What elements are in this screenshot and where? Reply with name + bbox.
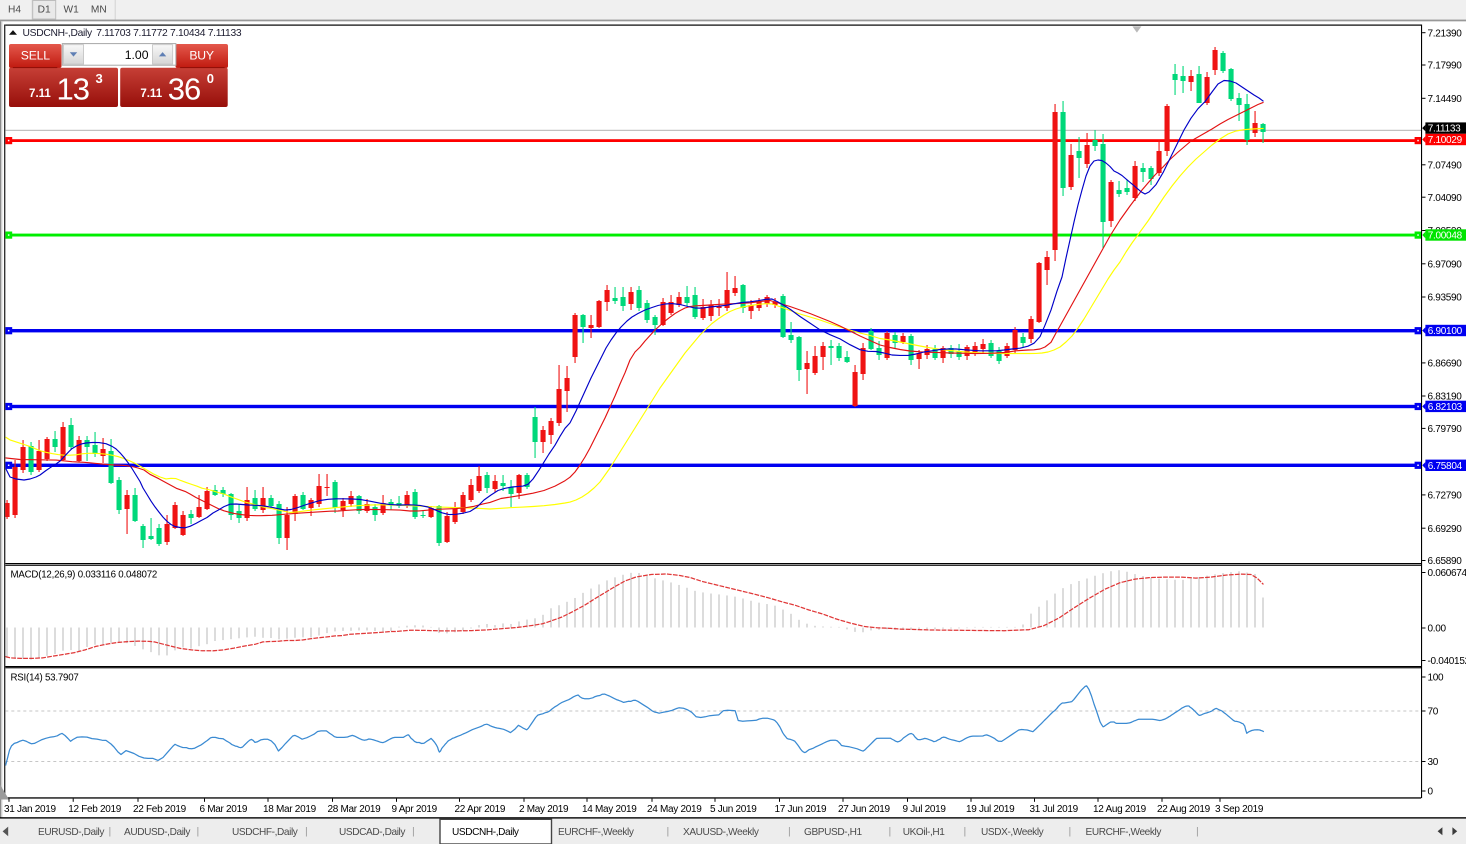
svg-text:3 Sep 2019: 3 Sep 2019 (1215, 804, 1264, 815)
svg-text:H4: H4 (8, 5, 21, 16)
svg-text:7.11703 7.11772 7.10434 7.1113: 7.11703 7.11772 7.10434 7.11133 (96, 28, 242, 39)
svg-text:24 May 2019: 24 May 2019 (647, 804, 702, 815)
svg-text:|: | (197, 826, 200, 838)
svg-text:6.86690: 6.86690 (1428, 359, 1463, 370)
svg-text:7.07490: 7.07490 (1428, 160, 1463, 171)
svg-text:6.90100: 6.90100 (1428, 326, 1463, 337)
svg-text:|: | (889, 826, 892, 838)
svg-text:7.11: 7.11 (29, 88, 51, 100)
svg-text:19 Jul 2019: 19 Jul 2019 (966, 804, 1015, 815)
svg-text:0: 0 (1428, 787, 1434, 798)
svg-text:GBPUSD-,H1: GBPUSD-,H1 (804, 827, 862, 838)
svg-text:36: 36 (168, 71, 200, 106)
svg-text:22 Apr 2019: 22 Apr 2019 (455, 804, 506, 815)
svg-text:28 Mar 2019: 28 Mar 2019 (328, 804, 382, 815)
svg-text:7.11: 7.11 (140, 88, 162, 100)
svg-text:27 Jun 2019: 27 Jun 2019 (838, 804, 890, 815)
svg-text:5 Jun 2019: 5 Jun 2019 (710, 804, 757, 815)
svg-text:2 May 2019: 2 May 2019 (519, 804, 569, 815)
svg-text:USDX-,Weekly: USDX-,Weekly (981, 827, 1045, 838)
svg-text:30: 30 (1428, 757, 1439, 768)
svg-text:D1: D1 (38, 5, 51, 16)
svg-text:9 Jul 2019: 9 Jul 2019 (903, 804, 947, 815)
svg-text:EURUSD-,Daily: EURUSD-,Daily (38, 827, 105, 838)
svg-text:6 Mar 2019: 6 Mar 2019 (200, 804, 248, 815)
svg-text:7.17990: 7.17990 (1428, 61, 1463, 72)
svg-text:14 May 2019: 14 May 2019 (582, 804, 637, 815)
svg-text:70: 70 (1428, 707, 1439, 718)
svg-text:6.65890: 6.65890 (1428, 556, 1463, 567)
svg-text:17 Jun 2019: 17 Jun 2019 (775, 804, 827, 815)
svg-text:6.83190: 6.83190 (1428, 392, 1463, 403)
svg-text:6.69290: 6.69290 (1428, 524, 1463, 535)
svg-text:EURCHF-,Weekly: EURCHF-,Weekly (1086, 827, 1163, 838)
svg-text:|: | (1196, 826, 1199, 838)
svg-text:UKOil-,H1: UKOil-,H1 (903, 827, 946, 838)
svg-text:USDCAD-,Daily: USDCAD-,Daily (339, 827, 406, 838)
svg-text:RSI(14) 53.7907: RSI(14) 53.7907 (11, 672, 79, 683)
svg-text:31 Jan 2019: 31 Jan 2019 (4, 804, 56, 815)
svg-text:USDCHF-,Daily: USDCHF-,Daily (232, 827, 299, 838)
svg-text:12 Aug 2019: 12 Aug 2019 (1093, 804, 1147, 815)
svg-text:12 Feb 2019: 12 Feb 2019 (68, 804, 122, 815)
svg-text:0: 0 (207, 71, 214, 86)
svg-text:7.21390: 7.21390 (1428, 28, 1463, 39)
svg-text:7.00048: 7.00048 (1428, 231, 1463, 242)
svg-text:BUY: BUY (189, 49, 214, 63)
svg-text:6.97090: 6.97090 (1428, 259, 1463, 270)
svg-text:|: | (964, 826, 967, 838)
svg-text:0.060674: 0.060674 (1428, 568, 1466, 579)
svg-text:USDCNH-,Daily: USDCNH-,Daily (23, 28, 93, 39)
svg-text:6.82103: 6.82103 (1428, 402, 1463, 413)
svg-text:EURCHF-,Weekly: EURCHF-,Weekly (558, 827, 635, 838)
svg-text:SELL: SELL (21, 49, 50, 63)
svg-text:7.04090: 7.04090 (1428, 193, 1463, 204)
svg-text:6.72790: 6.72790 (1428, 491, 1463, 502)
svg-text:|: | (667, 826, 670, 838)
svg-text:6.75804: 6.75804 (1428, 461, 1463, 472)
svg-text:100: 100 (1428, 673, 1445, 684)
svg-text:-0.040152: -0.040152 (1428, 656, 1466, 667)
svg-text:22 Aug 2019: 22 Aug 2019 (1157, 804, 1211, 815)
svg-text:W1: W1 (64, 5, 80, 16)
svg-text:7.10029: 7.10029 (1428, 135, 1463, 146)
svg-text:1.00: 1.00 (125, 48, 149, 62)
svg-text:|: | (1069, 826, 1072, 838)
svg-text:USDCNH-,Daily: USDCNH-,Daily (452, 827, 520, 838)
svg-text:AUDUSD-,Daily: AUDUSD-,Daily (124, 827, 191, 838)
svg-text:18 Mar 2019: 18 Mar 2019 (263, 804, 317, 815)
svg-text:9 Apr 2019: 9 Apr 2019 (392, 804, 438, 815)
svg-text:|: | (305, 826, 308, 838)
svg-text:|: | (788, 826, 791, 838)
svg-text:6.79790: 6.79790 (1428, 424, 1463, 435)
svg-text:7.11133: 7.11133 (1428, 124, 1461, 135)
svg-text:MN: MN (91, 5, 107, 16)
svg-text:XAUUSD-,Weekly: XAUUSD-,Weekly (683, 827, 760, 838)
svg-text:|: | (412, 826, 415, 838)
svg-text:31 Jul 2019: 31 Jul 2019 (1030, 804, 1079, 815)
svg-text:3: 3 (96, 71, 103, 86)
svg-text:MACD(12,26,9) 0.033116 0.04807: MACD(12,26,9) 0.033116 0.048072 (11, 570, 158, 581)
svg-text:7.14490: 7.14490 (1428, 94, 1463, 105)
svg-text:|: | (109, 826, 112, 838)
svg-text:0.00: 0.00 (1428, 624, 1447, 635)
svg-text:22 Feb 2019: 22 Feb 2019 (133, 804, 187, 815)
svg-text:13: 13 (57, 71, 89, 106)
svg-text:6.93590: 6.93590 (1428, 293, 1463, 304)
